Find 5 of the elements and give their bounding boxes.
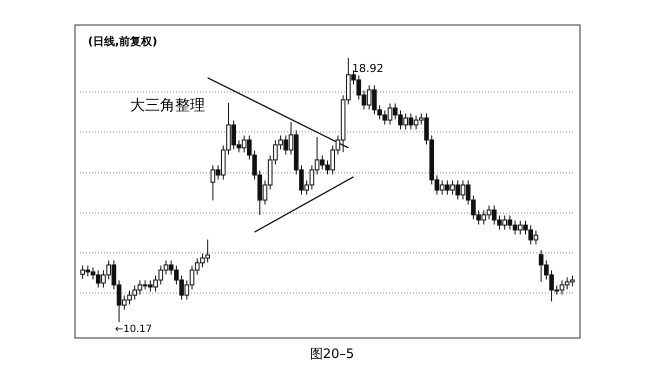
annotation: ←10.17 bbox=[115, 324, 152, 335]
annotation: 大三角整理 bbox=[130, 96, 205, 114]
caption: 图20–5 bbox=[310, 347, 354, 362]
text: (日线,前复权) bbox=[88, 35, 158, 48]
annotation: 18.92 bbox=[352, 62, 384, 75]
